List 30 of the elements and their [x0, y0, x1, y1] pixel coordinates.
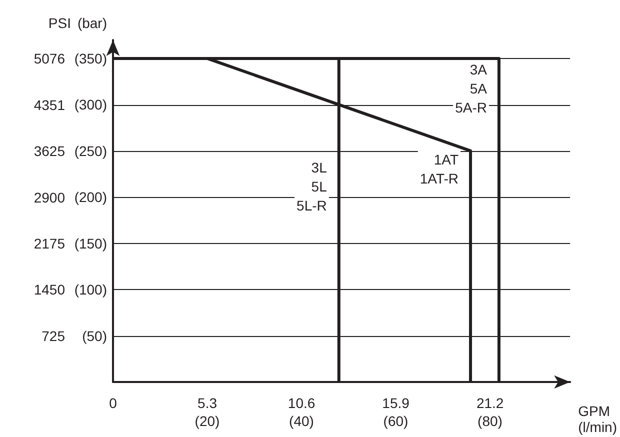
y2-axis-title: (bar) [77, 15, 107, 31]
y-tick-label: 2175 [34, 235, 66, 252]
x2-tick-label: (60) [383, 413, 408, 429]
annotation: 3A 5A 5A-R [455, 62, 488, 116]
x-tick-label: 5.3 [198, 395, 218, 411]
y-tick-label: 725 [42, 328, 66, 344]
annotation: 1AT 1AT-R [420, 152, 459, 186]
x2-tick-label: (20) [194, 413, 220, 429]
y-tick-label: 1450 [34, 282, 66, 298]
x-axis-title: GPM [578, 403, 610, 419]
x-tick-label: 21.2 [476, 395, 504, 411]
x-tick-label: 10.6 [288, 395, 316, 411]
y2-tick-label: (50) [82, 328, 107, 344]
y2-tick-label: (250) [74, 142, 107, 159]
annotation: 3L 5L 5L-R [296, 160, 328, 214]
x-tick-label: 0 [109, 395, 118, 411]
y2-tick-label: (350) [74, 50, 107, 66]
y2-tick-label: (100) [74, 282, 107, 298]
x2-axis-title: (l/min) [578, 419, 618, 435]
y-tick-label: 4351 [34, 96, 66, 113]
x2-tick-label: (40) [289, 413, 314, 429]
y-tick-label: 2900 [34, 189, 66, 206]
y2-tick-label: (300) [74, 96, 107, 113]
y-tick-label: 5076 [34, 50, 66, 67]
x2-tick-label: (80) [478, 413, 502, 429]
x-tick-label: 15.9 [382, 395, 410, 411]
y-axis-title: PSI [48, 15, 71, 31]
y-tick-label: 3625 [34, 143, 66, 160]
y2-tick-label: (150) [74, 235, 107, 252]
y2-tick-label: (200) [74, 189, 107, 206]
